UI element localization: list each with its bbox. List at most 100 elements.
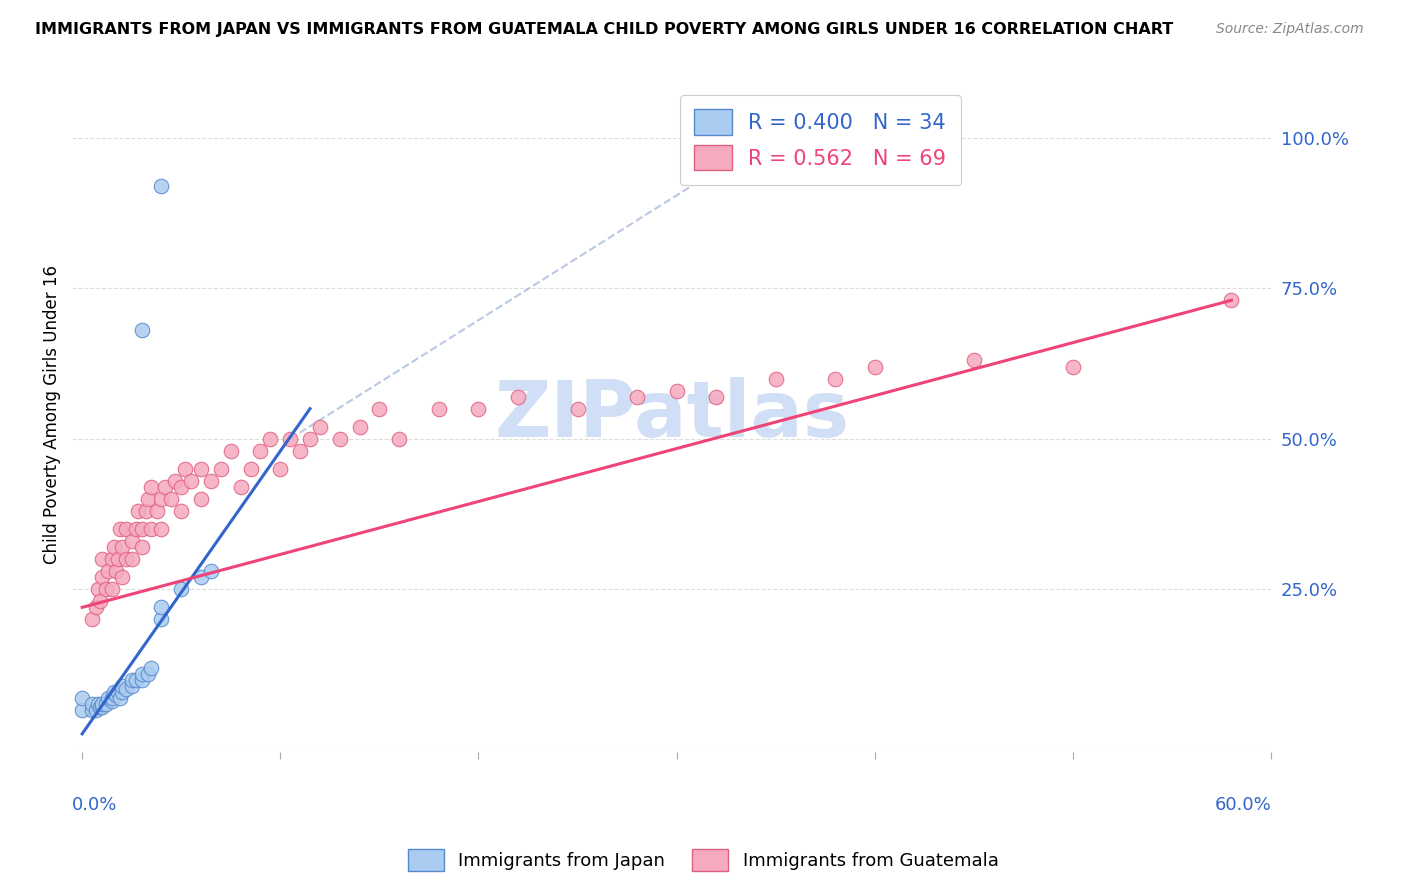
Point [863, 359, 886, 374]
Point [174, 462, 197, 476]
Point [141, 522, 163, 536]
Point [114, 681, 136, 696]
Point [135, 504, 157, 518]
Point [249, 443, 271, 458]
Point [103, 540, 125, 554]
Point [103, 684, 125, 698]
Point [427, 401, 450, 416]
Point [180, 474, 202, 488]
Point [155, 480, 177, 494]
Point [329, 432, 352, 446]
Point [124, 673, 146, 687]
Point [190, 462, 212, 476]
Point [229, 480, 252, 494]
Point [111, 679, 134, 693]
Point [97, 690, 120, 705]
Point [388, 432, 411, 446]
Point [108, 522, 131, 536]
Point [190, 491, 212, 506]
Point [200, 564, 222, 578]
Point [288, 443, 311, 458]
Point [963, 353, 986, 368]
Point [131, 323, 153, 337]
Y-axis label: Child Poverty Among Girls Under 16: Child Poverty Among Girls Under 16 [44, 265, 60, 564]
Point [101, 582, 124, 597]
Text: 60.0%: 60.0% [1215, 796, 1271, 814]
Point [91, 552, 114, 566]
Point [104, 688, 127, 702]
Point [368, 401, 391, 416]
Point [626, 390, 648, 404]
Point [107, 684, 129, 698]
Point [704, 390, 727, 404]
Point [150, 491, 173, 506]
Point [89, 594, 111, 608]
Point [111, 684, 134, 698]
Point [136, 666, 159, 681]
Point [765, 371, 787, 385]
Point [131, 522, 153, 536]
Point [101, 552, 124, 566]
Legend: R = 0.400   N = 34, R = 0.562   N = 69: R = 0.400 N = 34, R = 0.562 N = 69 [679, 95, 960, 185]
Point [278, 432, 301, 446]
Point [101, 694, 124, 708]
Point [104, 564, 127, 578]
Point [91, 699, 114, 714]
Point [131, 673, 153, 687]
Point [101, 690, 124, 705]
Point [87, 697, 110, 711]
Point [70, 703, 93, 717]
Text: Source: ZipAtlas.com: Source: ZipAtlas.com [1216, 22, 1364, 37]
Point [114, 522, 136, 536]
Point [87, 582, 110, 597]
Point [97, 564, 120, 578]
Point [70, 690, 93, 705]
Point [121, 534, 143, 549]
Point [665, 384, 688, 398]
Point [111, 570, 134, 584]
Point [239, 462, 262, 476]
Point [259, 432, 281, 446]
Point [80, 697, 103, 711]
Point [150, 612, 173, 626]
Text: 0.0%: 0.0% [72, 796, 118, 814]
Text: IMMIGRANTS FROM JAPAN VS IMMIGRANTS FROM GUATEMALA CHILD POVERTY AMONG GIRLS UND: IMMIGRANTS FROM JAPAN VS IMMIGRANTS FROM… [35, 22, 1174, 37]
Point [170, 504, 193, 518]
Point [141, 480, 163, 494]
Point [121, 552, 143, 566]
Point [121, 673, 143, 687]
Point [309, 419, 332, 434]
Point [80, 612, 103, 626]
Point [146, 504, 169, 518]
Point [121, 679, 143, 693]
Point [165, 474, 187, 488]
Point [111, 540, 134, 554]
Point [91, 570, 114, 584]
Point [209, 462, 232, 476]
Point [298, 432, 321, 446]
Point [94, 582, 117, 597]
Point [200, 474, 222, 488]
Point [160, 491, 183, 506]
Point [108, 690, 131, 705]
Point [219, 443, 242, 458]
Point [567, 401, 589, 416]
Point [190, 570, 212, 584]
Point [127, 504, 149, 518]
Point [824, 371, 846, 385]
Point [131, 666, 153, 681]
Point [1220, 293, 1243, 308]
Point [150, 600, 173, 615]
Point [150, 178, 173, 193]
Point [136, 491, 159, 506]
Legend: Immigrants from Japan, Immigrants from Guatemala: Immigrants from Japan, Immigrants from G… [401, 842, 1005, 879]
Text: ZIPatlas: ZIPatlas [494, 376, 849, 452]
Point [89, 699, 111, 714]
Point [170, 480, 193, 494]
Point [467, 401, 489, 416]
Point [124, 522, 146, 536]
Point [91, 697, 114, 711]
Point [141, 660, 163, 674]
Point [84, 600, 107, 615]
Point [170, 582, 193, 597]
